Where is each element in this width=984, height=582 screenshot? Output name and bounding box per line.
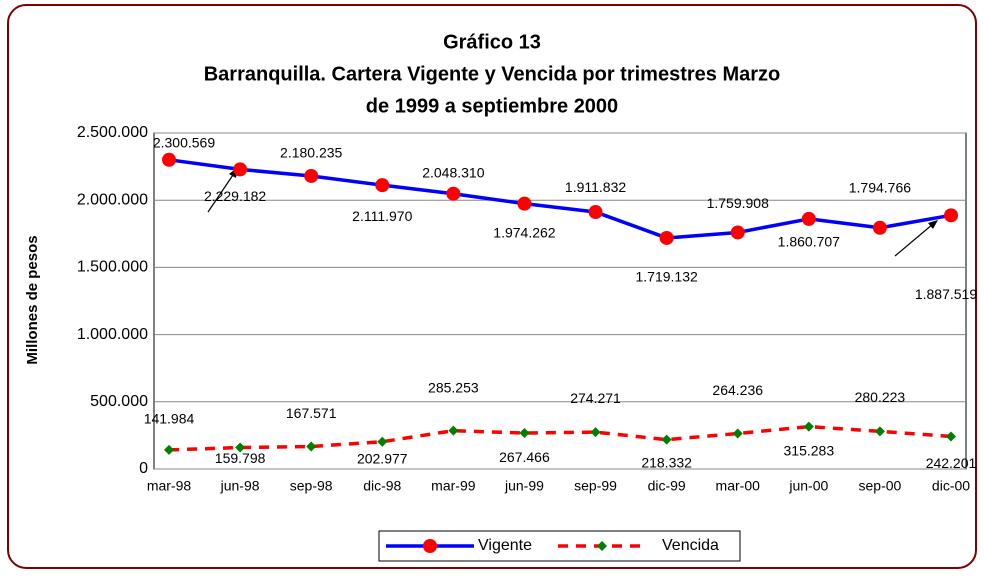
chart-title: Barranquilla. Cartera Vigente y Vencida … xyxy=(204,63,781,85)
y-tick-label: 2.000.000 xyxy=(77,191,148,208)
data-label: 285.253 xyxy=(428,379,479,395)
legend-label: Vencida xyxy=(662,537,719,554)
x-tick-label: sep-00 xyxy=(859,478,902,494)
x-tick-label: jun-99 xyxy=(504,478,544,494)
marker xyxy=(446,186,461,201)
legend-marker xyxy=(597,541,607,551)
x-tick-label: dic-00 xyxy=(932,478,970,494)
data-label: 274.271 xyxy=(570,390,621,406)
marker xyxy=(375,178,390,193)
marker xyxy=(874,426,885,437)
data-label: 1.759.908 xyxy=(707,195,769,211)
y-tick-label: 2.500.000 xyxy=(77,124,148,141)
marker xyxy=(517,196,532,211)
marker xyxy=(588,205,603,220)
marker xyxy=(519,428,530,439)
arrow xyxy=(894,223,934,257)
x-tick-label: mar-00 xyxy=(716,478,761,494)
marker xyxy=(944,208,958,223)
line-vigente xyxy=(168,158,952,240)
y-tick-label: 1.000.000 xyxy=(77,326,148,343)
marker xyxy=(162,152,176,167)
y-tick-label: 500.000 xyxy=(90,393,148,410)
data-label: 218.332 xyxy=(641,454,692,470)
chart-title: de 1999 a septiembre 2000 xyxy=(366,95,618,117)
data-label: 1.974.262 xyxy=(493,224,555,240)
data-label: 159.798 xyxy=(215,450,266,466)
marker xyxy=(872,220,887,235)
arrow xyxy=(207,171,236,213)
legend-label: Vigente xyxy=(478,537,532,554)
data-label: 2.300.569 xyxy=(153,135,215,151)
marker xyxy=(164,444,174,455)
data-label: 2.048.310 xyxy=(422,164,484,180)
y-axis-label: Millones de pesos xyxy=(24,235,41,364)
chart-title: Gráfico 13 xyxy=(443,31,541,53)
data-label: 2.229.182 xyxy=(204,188,266,204)
data-label: 267.466 xyxy=(499,449,550,465)
data-label: 2.111.970 xyxy=(352,208,412,224)
marker xyxy=(946,431,956,442)
x-tick-label: sep-98 xyxy=(290,478,333,494)
marker xyxy=(590,427,601,438)
marker xyxy=(448,425,459,436)
y-tick-label: 0 xyxy=(139,460,148,477)
legend-marker xyxy=(423,539,437,553)
line-vencida xyxy=(168,424,952,452)
plot-area xyxy=(153,132,967,470)
x-tick-label: sep-99 xyxy=(574,478,617,494)
marker xyxy=(377,436,388,447)
x-tick-label: jun-00 xyxy=(788,478,828,494)
marker xyxy=(233,162,248,177)
x-tick-label: mar-99 xyxy=(431,478,476,494)
marker xyxy=(235,442,246,453)
data-label: 280.223 xyxy=(855,389,906,405)
marker xyxy=(659,230,674,245)
marker xyxy=(801,211,816,226)
data-label: 202.977 xyxy=(357,450,408,466)
data-label: 264.236 xyxy=(712,382,763,398)
x-tick-label: mar-98 xyxy=(147,478,192,494)
data-label: 2.180.235 xyxy=(280,145,342,161)
marker xyxy=(306,441,317,452)
data-label: 315.283 xyxy=(784,442,835,458)
marker xyxy=(730,225,745,240)
x-tick-label: jun-98 xyxy=(220,478,260,494)
data-label: 242.201 xyxy=(926,455,977,471)
marker xyxy=(803,421,814,432)
marker xyxy=(304,168,319,183)
x-tick-label: dic-99 xyxy=(648,478,686,494)
data-label: 1.860.707 xyxy=(778,234,840,250)
arrow-head xyxy=(928,220,938,229)
data-label: 1.887.519 xyxy=(915,286,977,302)
data-label: 167.571 xyxy=(286,405,337,421)
y-tick-label: 1.500.000 xyxy=(77,259,148,276)
data-label: 141.984 xyxy=(144,411,195,427)
data-label: 1.794.766 xyxy=(849,179,911,195)
marker xyxy=(661,434,672,445)
data-label: 1.719.132 xyxy=(635,269,697,285)
data-label: 1.911.832 xyxy=(565,179,626,195)
x-tick-label: dic-98 xyxy=(363,478,401,494)
marker xyxy=(732,428,743,439)
